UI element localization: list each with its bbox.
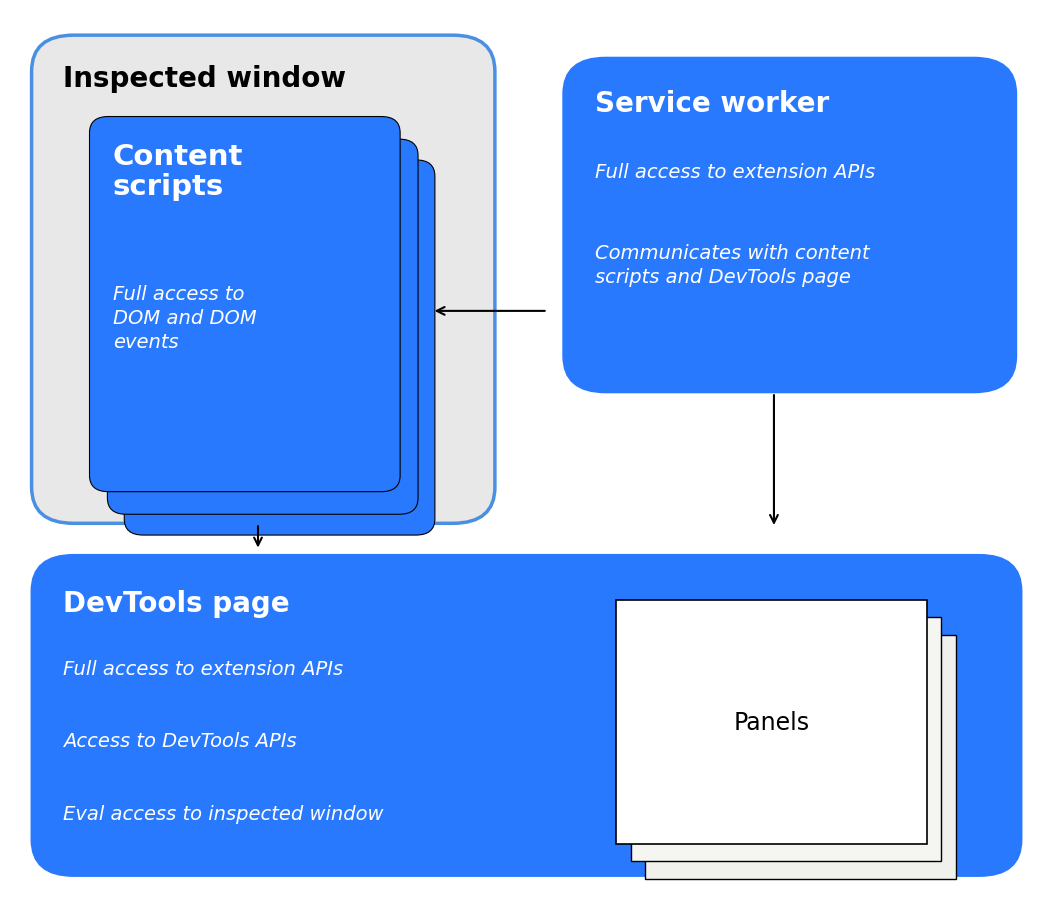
Text: Full access to extension APIs: Full access to extension APIs (63, 659, 343, 678)
Text: DevTools page: DevTools page (63, 590, 290, 618)
FancyBboxPatch shape (32, 555, 1021, 876)
Text: Service worker: Service worker (595, 90, 829, 118)
FancyBboxPatch shape (90, 117, 400, 492)
Text: Panels: Panels (733, 711, 810, 734)
Text: Access to DevTools APIs: Access to DevTools APIs (63, 731, 297, 750)
Text: Full access to extension APIs: Full access to extension APIs (595, 163, 875, 182)
FancyBboxPatch shape (107, 140, 418, 515)
Text: Eval access to inspected window: Eval access to inspected window (63, 804, 383, 823)
FancyBboxPatch shape (124, 161, 435, 535)
FancyBboxPatch shape (616, 600, 927, 844)
Text: Full access to
DOM and DOM
events: Full access to DOM and DOM events (113, 284, 257, 352)
FancyBboxPatch shape (645, 635, 956, 879)
FancyBboxPatch shape (563, 59, 1016, 393)
FancyBboxPatch shape (631, 618, 941, 861)
FancyBboxPatch shape (32, 36, 495, 524)
Text: Content
scripts: Content scripts (113, 143, 243, 200)
Text: Communicates with content
scripts and DevTools page: Communicates with content scripts and De… (595, 244, 870, 286)
Text: Inspected window: Inspected window (63, 65, 346, 93)
